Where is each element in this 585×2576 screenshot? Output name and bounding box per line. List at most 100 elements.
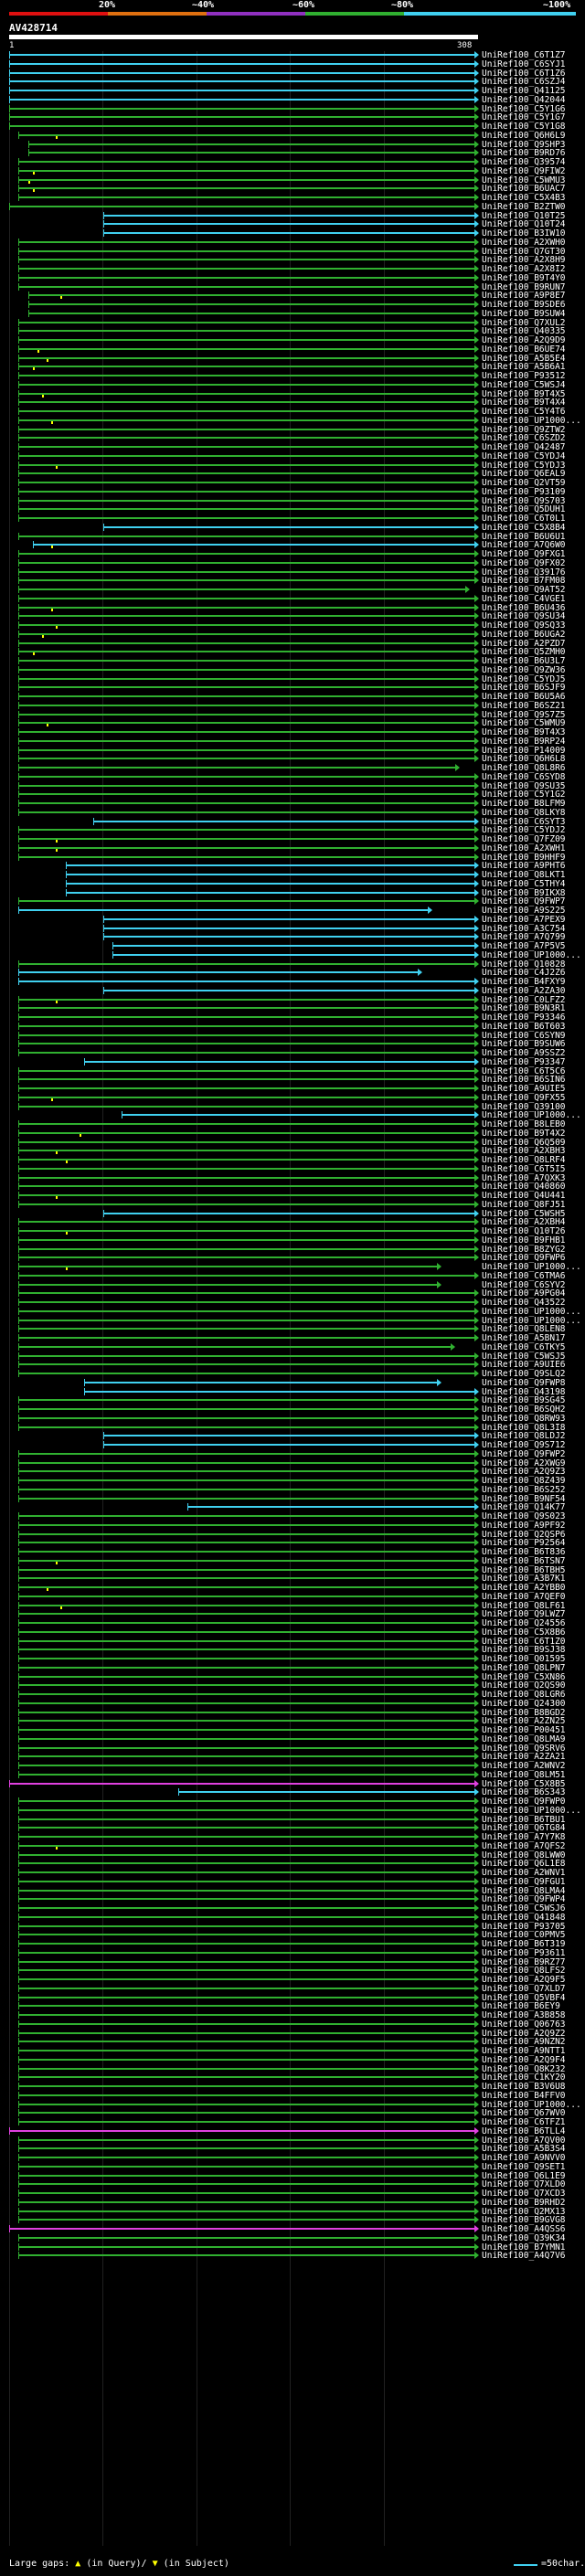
hit-row[interactable]: UniRef100_Q8L8R6 bbox=[0, 763, 585, 773]
hit-row[interactable]: UniRef100_Q2MX13 bbox=[0, 2207, 585, 2217]
hit-row[interactable]: UniRef100_C6SYJ1 bbox=[0, 59, 585, 69]
hit-label[interactable]: UniRef100_Q9SU35 bbox=[482, 780, 566, 791]
hit-label[interactable]: UniRef100_A9PHT6 bbox=[482, 861, 566, 872]
hit-row[interactable]: UniRef100_C0PMV5 bbox=[0, 1930, 585, 1940]
hit-row[interactable]: UniRef100_A7QV00 bbox=[0, 2136, 585, 2146]
hit-label[interactable]: UniRef100_C6TMA6 bbox=[482, 1270, 566, 1281]
hit-label[interactable]: UniRef100_Q9SLQ2 bbox=[482, 1369, 566, 1379]
hit-row[interactable]: UniRef100_Q39100 bbox=[0, 1102, 585, 1112]
hit-row[interactable]: UniRef100_B6SZ21 bbox=[0, 701, 585, 711]
hit-row[interactable]: UniRef100_Q9FWP8 bbox=[0, 1378, 585, 1388]
hit-label[interactable]: UniRef100_Q9FX55 bbox=[482, 1092, 566, 1103]
hit-row[interactable]: UniRef100_A2Q9F4 bbox=[0, 2054, 585, 2065]
hit-row[interactable]: UniRef100_UP1000... bbox=[0, 1806, 585, 1816]
hit-label[interactable]: UniRef100_Q8LGR6 bbox=[482, 1690, 566, 1700]
hit-row[interactable]: UniRef100_Q5VBF4 bbox=[0, 1992, 585, 2003]
hit-row[interactable]: UniRef100_P14009 bbox=[0, 746, 585, 756]
hit-row[interactable]: UniRef100_B9SDE6 bbox=[0, 300, 585, 310]
hit-row[interactable]: UniRef100_Q9FIW2 bbox=[0, 166, 585, 176]
hit-label[interactable]: UniRef100_A7QV00 bbox=[482, 2135, 566, 2146]
hit-label[interactable]: UniRef100_B9SUW6 bbox=[482, 1039, 566, 1050]
hit-label[interactable]: UniRef100_C5YDJ3 bbox=[482, 460, 566, 471]
hit-row[interactable]: UniRef100_P92564 bbox=[0, 1538, 585, 1549]
hit-row[interactable]: UniRef100_C5Y1G7 bbox=[0, 112, 585, 122]
hit-label[interactable]: UniRef100_A9PG04 bbox=[482, 1288, 566, 1299]
hit-label[interactable]: UniRef100_Q5ZMH0 bbox=[482, 647, 566, 658]
hit-label[interactable]: UniRef100_A9NTT1 bbox=[482, 2046, 566, 2056]
hit-label[interactable]: UniRef100_C6SYD8 bbox=[482, 771, 566, 782]
hit-label[interactable]: UniRef100_Q39176 bbox=[482, 567, 566, 578]
hit-label[interactable]: UniRef100_Q9FX02 bbox=[482, 557, 566, 568]
hit-label[interactable]: UniRef100_B9IKX8 bbox=[482, 887, 566, 898]
hit-label[interactable]: UniRef100_B9SDE6 bbox=[482, 300, 566, 310]
hit-label[interactable]: UniRef100_B6TSN7 bbox=[482, 1555, 566, 1566]
hit-label[interactable]: UniRef100_C4VGE1 bbox=[482, 593, 566, 604]
hit-row[interactable]: UniRef100_C5Y4T6 bbox=[0, 407, 585, 417]
hit-row[interactable]: UniRef100_A7Q6W0 bbox=[0, 540, 585, 550]
hit-row[interactable]: UniRef100_C5Y1G2 bbox=[0, 790, 585, 800]
hit-label[interactable]: UniRef100_C4J2Z6 bbox=[482, 968, 566, 979]
hit-row[interactable]: UniRef100_B9T4X3 bbox=[0, 727, 585, 737]
hit-label[interactable]: UniRef100_B9RD76 bbox=[482, 148, 566, 159]
hit-row[interactable]: UniRef100_Q9FGU1 bbox=[0, 1877, 585, 1887]
hit-label[interactable]: UniRef100_Q7XLD7 bbox=[482, 1983, 566, 1994]
hit-label[interactable]: UniRef100_Q9S712 bbox=[482, 1440, 566, 1450]
hit-label[interactable]: UniRef100_Q9SHP3 bbox=[482, 139, 566, 150]
hit-row[interactable]: UniRef100_C5X4B3 bbox=[0, 193, 585, 203]
hit-row[interactable]: UniRef100_C5WMU3 bbox=[0, 175, 585, 186]
hit-row[interactable]: UniRef100_B6T319 bbox=[0, 1939, 585, 1949]
hit-row[interactable]: UniRef100_Q9LWZ7 bbox=[0, 1609, 585, 1619]
hit-row[interactable]: UniRef100_Q9SHP3 bbox=[0, 139, 585, 150]
hit-label[interactable]: UniRef100_Q9FWP2 bbox=[482, 1448, 566, 1459]
hit-row[interactable]: UniRef100_C6SZD2 bbox=[0, 433, 585, 443]
hit-label[interactable]: UniRef100_A3C754 bbox=[482, 923, 566, 934]
hit-row[interactable]: UniRef100_Q39K34 bbox=[0, 2233, 585, 2243]
hit-row[interactable]: UniRef100_Q9FWP0 bbox=[0, 1797, 585, 1807]
hit-label[interactable]: UniRef100_A2Q9D9 bbox=[482, 335, 566, 345]
hit-label[interactable]: UniRef100_C5WSH5 bbox=[482, 1208, 566, 1219]
hit-row[interactable]: UniRef100_Q6EAL9 bbox=[0, 469, 585, 479]
hit-row[interactable]: UniRef100_C6SYV2 bbox=[0, 1280, 585, 1290]
hit-row[interactable]: UniRef100_Q8K232 bbox=[0, 2064, 585, 2074]
hit-label[interactable]: UniRef100_Q6TG84 bbox=[482, 1823, 566, 1834]
hit-row[interactable]: UniRef100_C1KY20 bbox=[0, 2072, 585, 2083]
hit-row[interactable]: UniRef100_Q7FZ09 bbox=[0, 834, 585, 844]
hit-row[interactable]: UniRef100_UP1000... bbox=[0, 950, 585, 960]
hit-row[interactable]: UniRef100_C5WSH5 bbox=[0, 1208, 585, 1219]
hit-row[interactable]: UniRef100_B6SQH2 bbox=[0, 1405, 585, 1415]
hit-row[interactable]: UniRef100_Q9SU34 bbox=[0, 611, 585, 621]
hit-label[interactable]: UniRef100_B2ZTW0 bbox=[482, 201, 566, 212]
hit-label[interactable]: UniRef100_C5X8B5 bbox=[482, 1778, 566, 1789]
hit-label[interactable]: UniRef100_A2ZN25 bbox=[482, 1716, 566, 1727]
hit-row[interactable]: UniRef100_Q42044 bbox=[0, 95, 585, 105]
hit-label[interactable]: UniRef100_Q40335 bbox=[482, 326, 566, 337]
hit-row[interactable]: UniRef100_A9PG04 bbox=[0, 1288, 585, 1299]
hit-label[interactable]: UniRef100_A4QSS6 bbox=[482, 2224, 566, 2234]
hit-label[interactable]: UniRef100_UP1000... bbox=[482, 1306, 581, 1317]
hit-label[interactable]: UniRef100_Q9S7Z5 bbox=[482, 709, 566, 720]
hit-label[interactable]: UniRef100_Q8FJ51 bbox=[482, 1199, 566, 1210]
hit-row[interactable]: UniRef100_B6TBU1 bbox=[0, 1815, 585, 1825]
hit-label[interactable]: UniRef100_Q5VBF4 bbox=[482, 1992, 566, 2003]
hit-row[interactable]: UniRef100_P93512 bbox=[0, 371, 585, 381]
hit-label[interactable]: UniRef100_C0LFZ2 bbox=[482, 994, 566, 1005]
hit-label[interactable]: UniRef100_C6T0L1 bbox=[482, 514, 566, 524]
hit-row[interactable]: UniRef100_C6T1Z0 bbox=[0, 1637, 585, 1647]
hit-row[interactable]: UniRef100_Q9S712 bbox=[0, 1440, 585, 1450]
hit-row[interactable]: UniRef100_A9S225 bbox=[0, 906, 585, 916]
hit-label[interactable]: UniRef100_A2Q9F4 bbox=[482, 2054, 566, 2065]
hit-row[interactable]: UniRef100_Q06763 bbox=[0, 2019, 585, 2030]
hit-row[interactable]: UniRef100_A2XBH4 bbox=[0, 1217, 585, 1227]
hit-row[interactable]: UniRef100_Q9AT52 bbox=[0, 585, 585, 595]
hit-label[interactable]: UniRef100_P92564 bbox=[482, 1538, 566, 1549]
hit-row[interactable]: UniRef100_A2XWH0 bbox=[0, 238, 585, 248]
hit-label[interactable]: UniRef100_C6T5I5 bbox=[482, 1163, 566, 1174]
hit-label[interactable]: UniRef100_Q8LKY8 bbox=[482, 807, 566, 818]
hit-row[interactable]: UniRef100_A3C754 bbox=[0, 923, 585, 934]
hit-row[interactable]: UniRef100_A2Q9D9 bbox=[0, 335, 585, 345]
hit-row[interactable]: UniRef100_Q9S7Z5 bbox=[0, 709, 585, 720]
hit-row[interactable]: UniRef100_A7QEF0 bbox=[0, 1592, 585, 1602]
hit-label[interactable]: UniRef100_Q6H6L9 bbox=[482, 130, 566, 141]
hit-row[interactable]: UniRef100_UP1000... bbox=[0, 416, 585, 426]
hit-row[interactable]: UniRef100_C5WSJ6 bbox=[0, 1903, 585, 1913]
